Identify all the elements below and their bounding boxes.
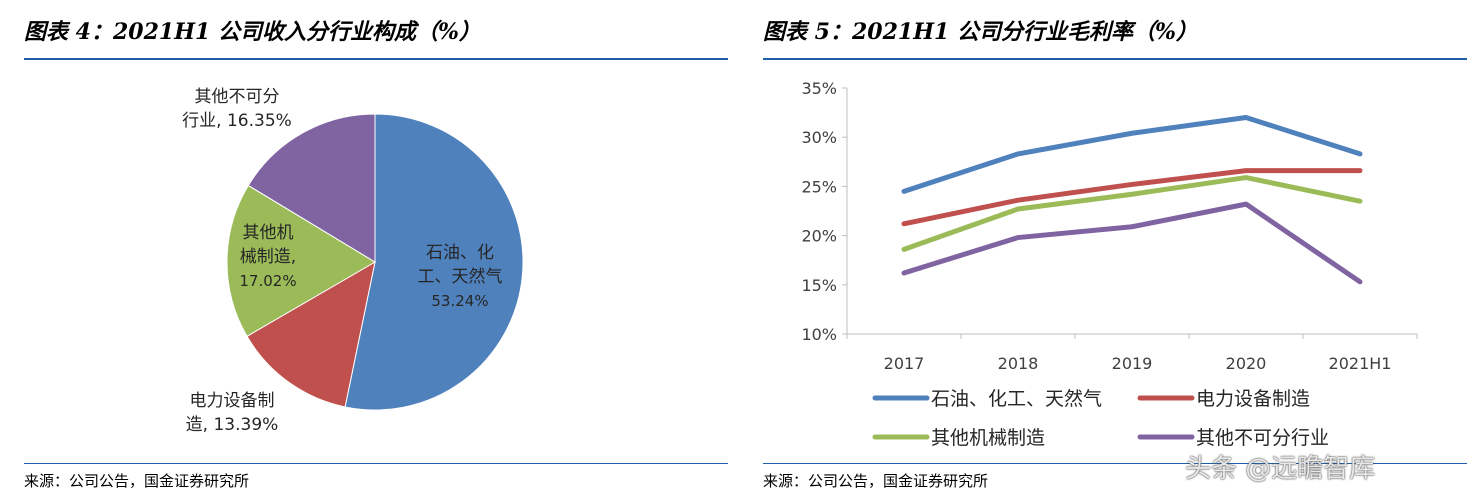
title-rule — [24, 58, 728, 60]
y-tick-label: 15% — [801, 276, 837, 295]
line-chart-panel: 图表 5：2021H1 公司分行业毛利率（%） 10% 15% 20% 25% 30% 3… — [757, 0, 1467, 500]
pie-slice-label-0: 石油、化工、天然气 53.24% — [418, 243, 503, 310]
source-rule — [24, 463, 728, 464]
pie-chart-panel: 图表 4：2021H1 公司收入分行业构成（%） 石油、化工、天然气 53.24%… — [0, 0, 728, 500]
legend-label-0: 石油、化工、天然气 — [931, 388, 1102, 410]
y-tick-label: 35% — [801, 79, 837, 98]
watermark: 头条 @远瞻智库 — [1185, 454, 1376, 484]
pie-slice-2 — [226, 184, 376, 337]
line-chart-title: 图表 5：2021H1 公司分行业毛利率（%） — [763, 19, 1198, 45]
pie-chart-source: 来源：公司公告，国金证券研究所 — [24, 472, 250, 490]
y-tick-label: 30% — [801, 128, 837, 147]
pie-slice-1 — [246, 261, 376, 408]
pie-slice-label-3: 其他不可分行业, 16.35% — [182, 87, 292, 131]
pie-chart: 石油、化工、天然气 53.24% 电力设备制造, 13.39% 其他机械制造, 17.0… — [182, 87, 524, 435]
line-chart: 10% 15% 20% 25% 30% 35% 2017 2018 2019 2020 2021H1… — [801, 79, 1418, 449]
legend-label-2: 其他机械制造 — [931, 427, 1045, 449]
pie-slice-label-1: 电力设备制造, 13.39% — [186, 391, 279, 435]
title-rule — [763, 58, 1467, 60]
line-chart-source: 来源：公司公告，国金证券研究所 — [763, 472, 989, 490]
y-tick-label: 10% — [801, 325, 837, 344]
y-tick-label: 20% — [801, 227, 837, 246]
y-tick-label: 25% — [801, 177, 837, 196]
source-rule — [763, 463, 1467, 464]
x-tick-label: 2021H1 — [1329, 354, 1392, 373]
series-line-0 — [901, 115, 1363, 194]
pie-slice-0 — [344, 113, 524, 411]
legend-label-1: 电力设备制造 — [1196, 388, 1310, 410]
series-line-2 — [901, 175, 1363, 252]
x-tick-label: 2018 — [998, 354, 1039, 373]
pie-chart-title: 图表 4：2021H1 公司收入分行业构成（%） — [24, 19, 481, 45]
legend-label-3: 其他不可分行业 — [1196, 427, 1329, 449]
pie-slice-label-2: 其他机械制造, 17.02% — [239, 223, 296, 290]
x-tick-label: 2019 — [1112, 354, 1153, 373]
series-line-1 — [901, 168, 1363, 227]
x-tick-label: 2020 — [1226, 354, 1267, 373]
x-tick-label: 2017 — [884, 354, 925, 373]
series-line-3 — [901, 201, 1363, 285]
pie-slice-3 — [247, 113, 376, 263]
